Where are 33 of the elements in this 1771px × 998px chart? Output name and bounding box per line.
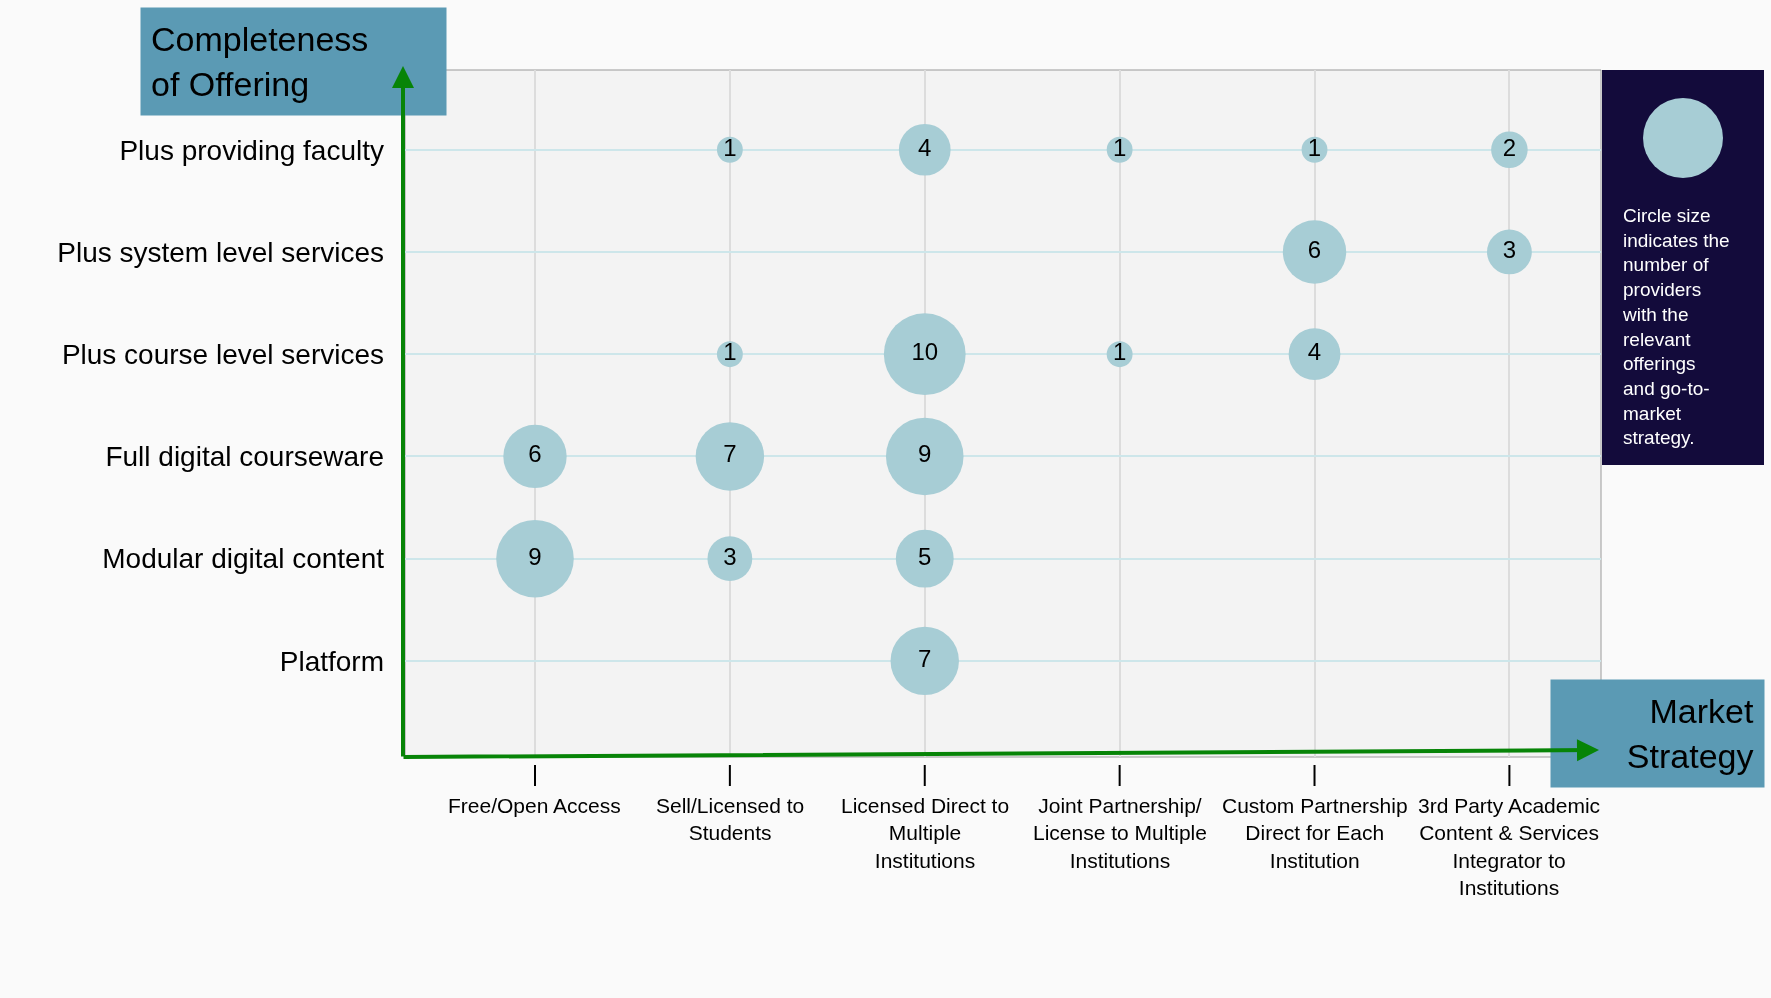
y-tick-label: Modular digital content <box>102 543 385 575</box>
data-label: 4 <box>1307 338 1322 366</box>
text: Circle size indicates the number of providers with the relevant offerings and go-to- market strategy. <box>1623 205 1730 449</box>
data-label: 2 <box>1502 133 1517 161</box>
y-tick-label: Plus providing faculty <box>119 134 384 166</box>
data-label: 9 <box>918 440 932 468</box>
data-label: 7 <box>723 440 737 468</box>
data-label: 1 <box>1307 133 1322 161</box>
x-tick-label: 3rd Party Academic Content & Services Integrator to Institutions <box>1418 794 1601 899</box>
data-label: 6 <box>528 440 542 468</box>
y-tick-label: Plus course level services <box>61 339 384 371</box>
data-label: 9 <box>528 542 542 570</box>
y-tick-label: Plus system level services <box>57 236 384 268</box>
x-axis-title: Market Strategy <box>1626 692 1754 775</box>
x-tick-label: Custom Partnership Direct for Each Institution <box>1222 794 1408 872</box>
y-tick-label: Platform <box>279 645 384 677</box>
data-label: 7 <box>918 644 932 672</box>
data-label: 1 <box>1112 338 1127 366</box>
data-label: 1 <box>1112 133 1127 161</box>
y-tick-label: Full digital courseware <box>105 441 384 473</box>
data-label: 6 <box>1307 235 1322 263</box>
data-label: 10 <box>911 338 939 366</box>
data-label: 4 <box>918 133 932 161</box>
data-label: 1 <box>723 338 737 366</box>
x-tick-label: Sell/Licensed to Students <box>656 794 805 845</box>
data-label: 3 <box>1502 235 1517 263</box>
x-tick-label: Licensed Direct to Multiple Institutions <box>841 794 1010 872</box>
data-label: 5 <box>918 542 932 570</box>
x-tick-label: Joint Partnership/ License to Multiple Institutions <box>1033 794 1207 872</box>
x-tick-label: Free/Open Access <box>448 794 621 817</box>
data-label: 3 <box>723 542 737 570</box>
data-label: 1 <box>723 133 737 161</box>
y-axis-title: Completeness of Offering <box>151 20 369 103</box>
